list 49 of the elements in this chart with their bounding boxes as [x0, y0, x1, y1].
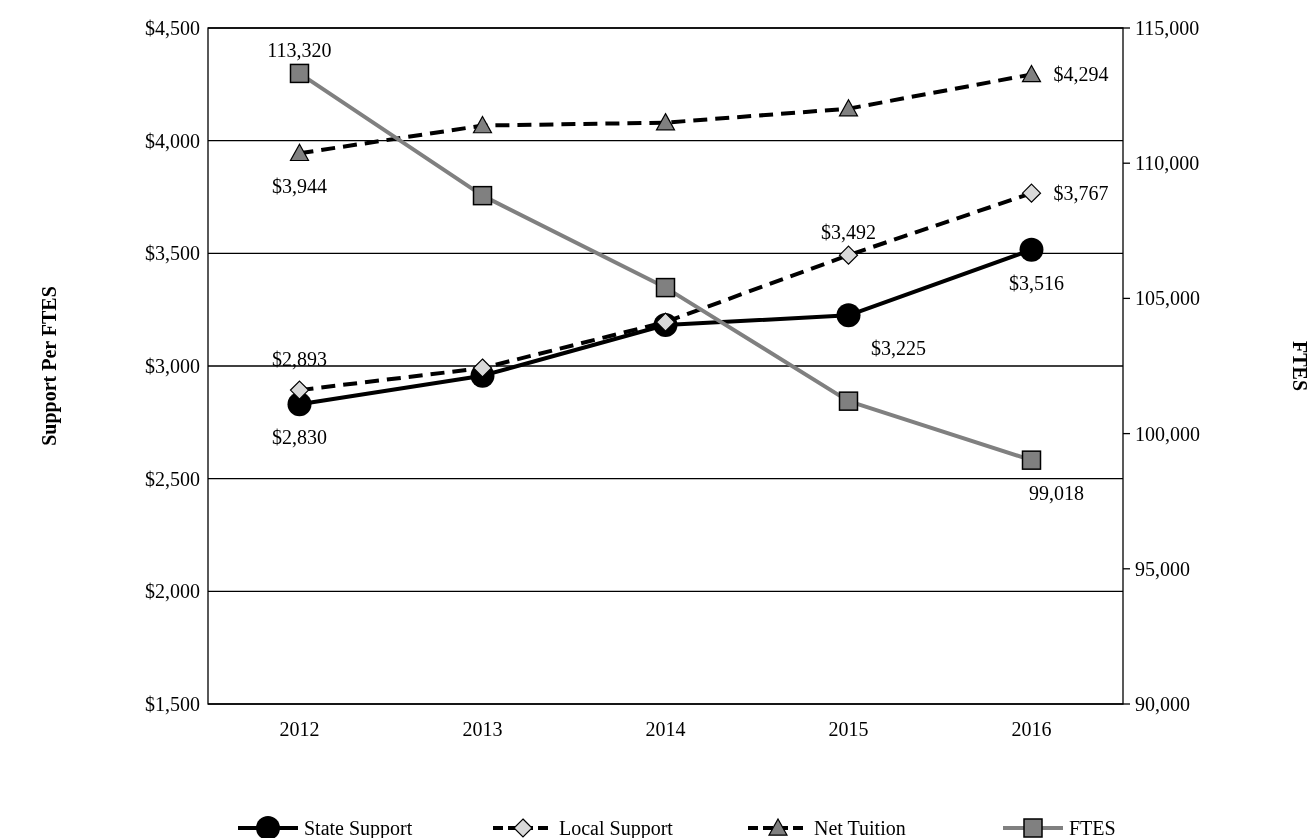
legend-label: Net Tuition	[814, 817, 906, 838]
data-label: $3,944	[272, 175, 327, 198]
y-tick-label: $3,500	[145, 242, 200, 265]
x-tick-label: 2016	[1011, 718, 1052, 740]
point	[838, 391, 859, 411]
point	[1021, 183, 1042, 203]
data-label: $4,294	[1053, 63, 1109, 86]
y2-tick-label: 100,000	[1135, 422, 1200, 445]
data-label: $3,225	[871, 337, 926, 360]
data-label: 99,018	[1029, 482, 1084, 505]
y2-tick-label: 90,000	[1135, 693, 1190, 715]
x-tick-label: 2013	[462, 718, 503, 740]
point	[472, 115, 493, 134]
data-label: $3,516	[1009, 271, 1064, 294]
y-tick-label: $4,500	[145, 17, 200, 39]
data-label: $3,492	[821, 221, 876, 244]
point	[472, 185, 493, 206]
point	[838, 245, 859, 265]
x-tick-label: 2012	[279, 718, 320, 740]
point	[838, 99, 859, 117]
point	[1019, 237, 1044, 262]
point	[1021, 450, 1042, 470]
y-tick-label: $1,500	[145, 693, 200, 715]
point	[655, 277, 676, 298]
y2-tick-label: 105,000	[1135, 287, 1200, 310]
legend-label: FTES	[1069, 817, 1116, 838]
y-tick-label: $3,000	[145, 355, 200, 377]
point	[836, 303, 861, 328]
point	[472, 358, 493, 378]
y2-tick-label: 115,000	[1135, 17, 1200, 39]
y2-tick-label: 95,000	[1135, 557, 1190, 580]
y2-axis-title: FTES	[1289, 340, 1307, 392]
y-tick-label: $2,000	[145, 580, 200, 603]
x-tick-label: 2015	[828, 718, 869, 740]
y-tick-label: $2,500	[145, 467, 200, 490]
point	[655, 113, 676, 131]
data-label: $2,830	[272, 426, 327, 449]
data-label: $3,767	[1053, 182, 1109, 205]
point	[1021, 64, 1042, 83]
point	[289, 380, 310, 400]
y-axis-title: Support Per FTES	[38, 286, 61, 446]
point	[289, 63, 310, 84]
y-tick-label: $4,000	[145, 129, 200, 152]
y2-tick-label: 110,000	[1135, 152, 1200, 175]
point	[289, 143, 310, 162]
data-label: $2,893	[272, 348, 327, 371]
x-tick-label: 2014	[645, 718, 686, 740]
data-label: 113,320	[267, 39, 332, 62]
point	[655, 312, 676, 332]
